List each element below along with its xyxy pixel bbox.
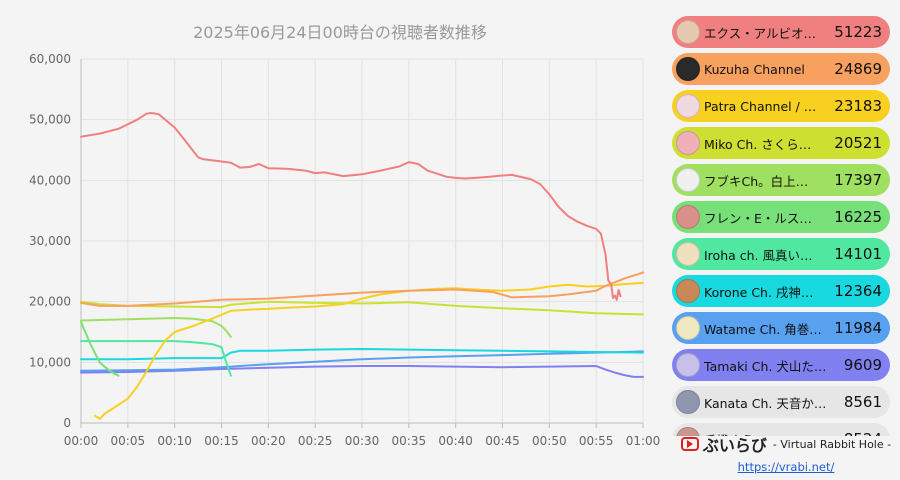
chart-area: 2025年06月24日00時台の視聴者数推移 0 10,000 20,000 30,0… — [29, 23, 660, 448]
avatar — [676, 316, 700, 340]
y-tick-label: 30,000 — [29, 234, 71, 248]
legend-value: 51223 — [834, 23, 882, 41]
x-tick-label: 01:00 — [626, 434, 661, 448]
legend-name: Miko Ch. さくら… — [704, 136, 812, 152]
avatar — [676, 131, 700, 155]
legend-item: Korone Ch. 戌神… 12364 — [672, 275, 890, 307]
avatar — [676, 20, 700, 44]
legend-value: 8524 — [844, 430, 882, 436]
x-tick-label: 00:55 — [579, 434, 614, 448]
y-tick-label: 20,000 — [29, 295, 71, 309]
series-line — [80, 340, 232, 377]
series-line — [80, 271, 644, 307]
legend-name: Watame Ch. 角巻… — [704, 321, 822, 337]
avatar — [676, 94, 700, 118]
series-line — [80, 112, 622, 301]
legend-item: Patra Channel / … 23183 — [672, 90, 890, 122]
legend-value: 11984 — [834, 319, 882, 337]
legend-value: 23183 — [834, 97, 882, 115]
footer: ぶいらび - Virtual Rabbit Hole - https://vra… — [676, 432, 896, 476]
legend-item: フブキCh。白上… 17397 — [672, 164, 890, 196]
play-logo-icon — [680, 437, 699, 451]
legend-value: 20521 — [834, 134, 882, 152]
legend-value: 8561 — [843, 393, 882, 411]
footer-brand-row: ぶいらび - Virtual Rabbit Hole - — [676, 432, 896, 456]
series-line — [80, 320, 120, 377]
avatar — [676, 279, 700, 303]
legend-item: Tamaki Ch. 犬山た… 9609 — [672, 349, 890, 381]
x-tick-label: 00:00 — [64, 434, 99, 448]
legend-name: Kanata Ch. 天音か… — [704, 395, 827, 411]
x-tick-label: 00:25 — [298, 434, 333, 448]
y-tick-label: 50,000 — [29, 113, 71, 127]
legend-name: Korone Ch. 戌神… — [704, 284, 814, 300]
avatar — [676, 353, 700, 377]
legend-item: 千燈ゆうひ…8524 — [672, 423, 890, 436]
legend-value: 14101 — [834, 245, 882, 263]
footer-link[interactable]: https://vrabi.net/ — [737, 460, 835, 474]
x-tick-label: 00:45 — [485, 434, 520, 448]
y-tick-label: 40,000 — [29, 173, 71, 187]
legend-value: 24869 — [834, 60, 882, 78]
legend-item: Miko Ch. さくら… 20521 — [672, 127, 890, 159]
legend-item: Kuzuha Channel 24869 — [672, 53, 890, 85]
x-tick-label: 00:05 — [111, 434, 146, 448]
avatar — [676, 168, 700, 192]
x-tick-label: 00:35 — [392, 434, 427, 448]
legend-name: Patra Channel / … — [704, 98, 817, 114]
avatar — [676, 390, 700, 414]
x-tick-label: 00:40 — [438, 434, 473, 448]
legend-item: Watame Ch. 角巻… 11984 — [672, 312, 890, 344]
x-tick-label: 00:30 — [345, 434, 380, 448]
legend-value: 16225 — [834, 208, 882, 226]
series-lines — [80, 112, 644, 420]
avatar — [676, 205, 700, 229]
legend-name: フブキCh。白上… — [704, 173, 809, 189]
y-tick-label: 60,000 — [29, 52, 71, 66]
legend-item: フレン・E・ルス… 16225 — [672, 201, 890, 233]
legend-name: Tamaki Ch. 犬山た… — [704, 358, 827, 374]
legend-name: Kuzuha Channel — [704, 61, 805, 77]
footer-tagline: - Virtual Rabbit Hole - — [772, 437, 892, 451]
avatar — [676, 57, 700, 81]
legend-name: Iroha ch. 風真い… — [704, 247, 813, 263]
legend-name: フレン・E・ルス… — [704, 210, 812, 226]
footer-brand: ぶいらび — [702, 436, 767, 455]
grid-lines — [80, 58, 644, 424]
avatar — [676, 242, 700, 266]
legend-name: エクス・アルビオ… — [704, 25, 817, 41]
series-line — [80, 350, 644, 372]
y-tick-label: 10,000 — [29, 355, 71, 369]
x-tick-label: 00:50 — [532, 434, 567, 448]
series-line — [80, 348, 644, 361]
axes: 0 10,000 20,000 30,000 40,000 50,000 60,000 00:… — [29, 52, 660, 448]
series-line — [80, 317, 232, 338]
legend-item: エクス・アルビオ… 51223 — [672, 16, 890, 48]
legend-value: 17397 — [834, 171, 882, 189]
series-line — [80, 365, 644, 378]
legend-item: Kanata Ch. 天音か… 8561 — [672, 386, 890, 418]
legend-item: Iroha ch. 風真い… 14101 — [672, 238, 890, 270]
legend: エクス・アルビオ… 51223 Kuzuha Channel 24869 Patra C… — [672, 16, 890, 436]
legend-value: 12364 — [834, 282, 882, 300]
x-tick-label: 00:20 — [251, 434, 286, 448]
x-tick-label: 00:10 — [157, 434, 192, 448]
y-tick-label: 0 — [63, 416, 71, 430]
series-line — [94, 281, 644, 420]
x-tick-label: 00:15 — [204, 434, 239, 448]
legend-value: 9609 — [843, 356, 882, 374]
chart-title: 2025年06月24日00時台の視聴者数推移 — [193, 23, 487, 42]
